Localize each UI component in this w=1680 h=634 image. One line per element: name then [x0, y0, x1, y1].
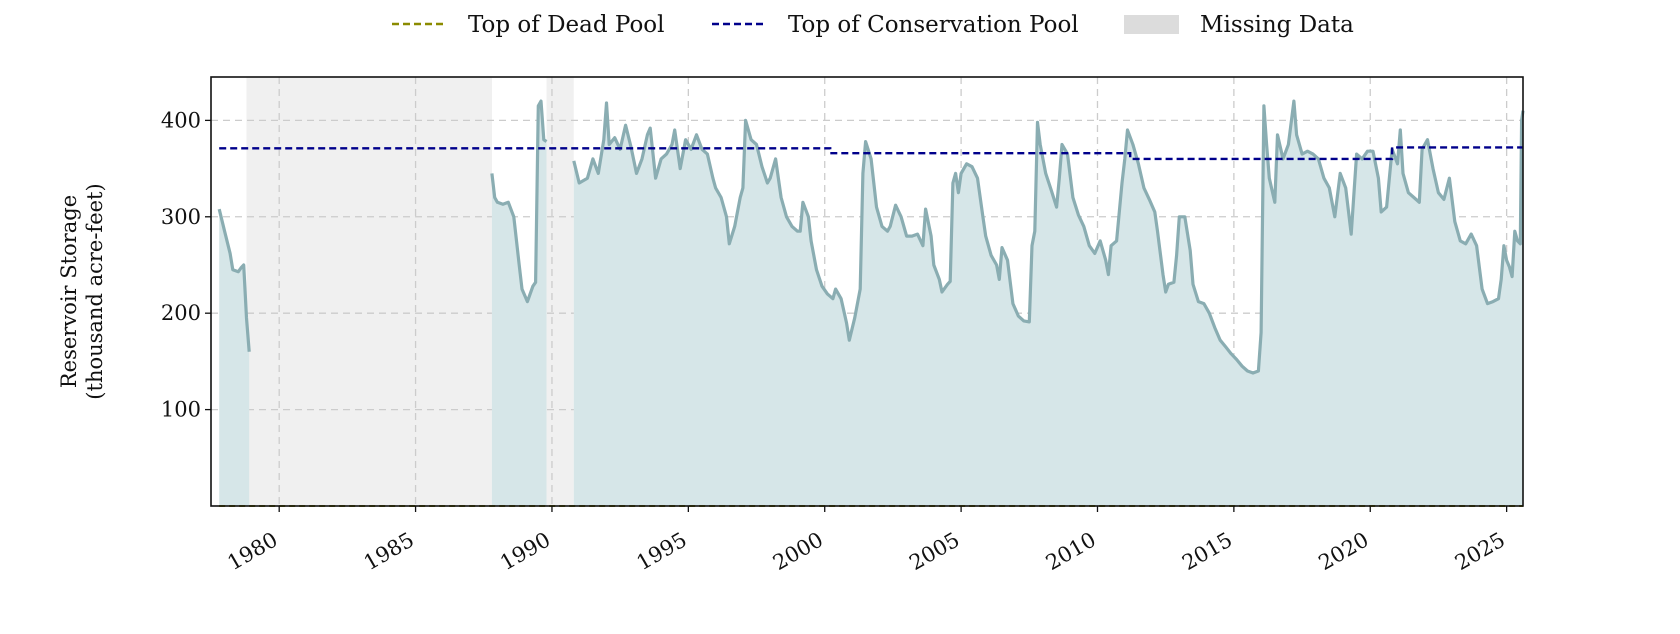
missing-data-band — [546, 77, 574, 506]
legend: Top of Dead Pool Top of Conservation Pool… — [392, 12, 1354, 38]
legend-label: Missing Data — [1200, 12, 1354, 38]
storage-area — [491, 101, 547, 506]
x-tick-label: 2015 — [1178, 528, 1236, 576]
storage-series-line — [572, 99, 1525, 375]
y-tick-label: 300 — [161, 205, 201, 229]
y-axis-label-line: (thousand acre-feet) — [83, 183, 107, 399]
x-tick-label: 1990 — [496, 528, 554, 576]
storage-series-line — [217, 208, 251, 352]
x-tick-label: 2020 — [1314, 528, 1372, 576]
storage-series-line — [490, 99, 548, 304]
missing-data-band — [246, 77, 492, 506]
storage-fill-layer — [219, 101, 1523, 506]
storage-area — [219, 209, 250, 506]
plot-area — [210, 76, 1525, 507]
x-tick-label: 1985 — [360, 528, 418, 576]
legend-label: Top of Conservation Pool — [788, 12, 1079, 38]
x-tick-label: 2005 — [905, 528, 963, 576]
x-tick-label: 1980 — [223, 528, 281, 576]
x-tick-label: 2000 — [769, 528, 827, 576]
x-tick-label: 2010 — [1042, 528, 1100, 576]
plot-frame — [210, 76, 1524, 507]
y-axis-label-line: Reservoir Storage — [57, 195, 81, 388]
x-tick-label: 2025 — [1451, 528, 1509, 576]
y-tick-label: 100 — [161, 398, 201, 422]
x-tick-label: 1995 — [633, 528, 691, 576]
y-tick-label: 400 — [161, 108, 201, 132]
y-tick-label: 200 — [161, 301, 201, 325]
legend-label: Top of Dead Pool — [468, 12, 665, 38]
storage-area — [573, 101, 1523, 506]
legend-swatch — [1124, 15, 1179, 34]
y-axis-label: Reservoir Storage(thousand acre-feet) — [57, 183, 107, 399]
conservation-pool-line — [219, 146, 1523, 161]
storage-line-layer — [217, 99, 1525, 375]
